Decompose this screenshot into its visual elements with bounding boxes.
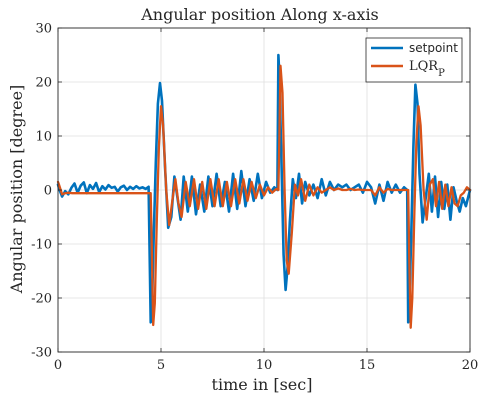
y-tick-label: 0 xyxy=(44,184,52,199)
y-tick-label: 30 xyxy=(35,22,52,37)
y-axis-label: Angular position [degree] xyxy=(7,85,26,295)
axes-frame xyxy=(57,27,471,353)
y-tick-label: -10 xyxy=(31,238,52,253)
y-tick-label: 10 xyxy=(35,130,52,145)
series-line-setpoint xyxy=(56,53,472,324)
x-tick-label: 5 xyxy=(157,358,165,373)
series-line-lqr-p xyxy=(56,64,472,329)
y-tick-label: 20 xyxy=(35,76,52,91)
x-axis-label: time in [sec] xyxy=(212,375,313,394)
x-tick-label: 10 xyxy=(256,358,273,373)
y-tick-label: -30 xyxy=(31,346,52,361)
x-tick-label: 0 xyxy=(54,358,62,373)
y-tick-labels: -30 -20 -10 0 10 20 30 xyxy=(31,22,52,361)
y-tick-label: -20 xyxy=(31,292,52,307)
x-tick-label: 20 xyxy=(462,358,479,373)
series-layer xyxy=(56,53,472,329)
legend-box xyxy=(365,37,463,83)
chart-title: Angular position Along x-axis xyxy=(140,5,379,24)
x-tick-labels: 0 5 10 15 20 xyxy=(54,358,478,373)
x-tick-label: 15 xyxy=(359,358,376,373)
legend: setpoint LQRP xyxy=(365,37,463,83)
legend-label-setpoint: setpoint xyxy=(409,41,458,55)
legend-label-lqr: LQRP xyxy=(409,59,445,79)
